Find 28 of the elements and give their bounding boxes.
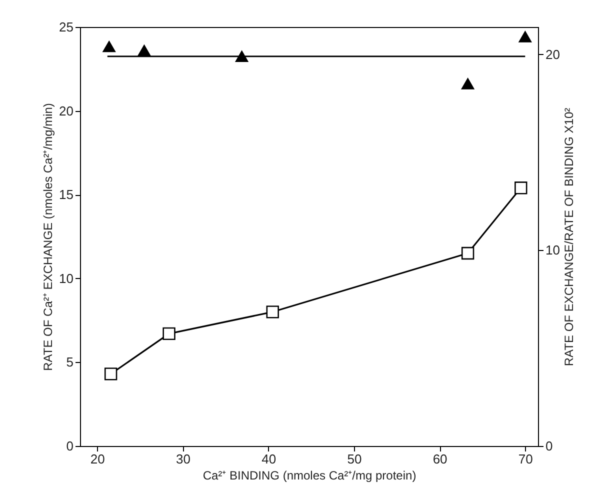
point — [461, 246, 474, 260]
x-tick-label: 60 — [432, 452, 448, 466]
point — [461, 78, 474, 90]
y-tick-label: 25 — [59, 20, 74, 34]
y-tick-label: 20 — [59, 103, 74, 118]
point — [104, 368, 118, 380]
point — [514, 182, 528, 194]
x-axis-title: Ca²⁺ BINDING (nmoles Ca²⁺/mg protein) — [202, 468, 416, 482]
y2-tick-label: 0 — [546, 438, 553, 454]
x-tick-label: 50 — [347, 452, 362, 466]
y-tick-label: 15 — [59, 187, 74, 202]
point — [266, 306, 279, 318]
x-tick-label: 20 — [90, 452, 105, 466]
point — [162, 327, 176, 340]
y-tick-label: 5 — [66, 354, 74, 370]
y-tick-label: 10 — [59, 270, 74, 286]
point — [235, 50, 248, 62]
x-tick-label: 70 — [518, 452, 533, 466]
y2-axis-title: RATE OF EXCHANGE/RATE OF BINDING X10² — [562, 108, 576, 366]
x-tick-label: 30 — [176, 452, 190, 466]
y2-tick-label: 10 — [546, 242, 560, 258]
y2-tick-label: 20 — [546, 46, 560, 62]
point — [518, 31, 532, 42]
y-tick-label: 0 — [66, 438, 74, 454]
point — [102, 40, 116, 52]
y-axis-title: RATE OF Ca²⁺ EXCHANGE (nmoles Ca²⁺/mg/min) — [41, 103, 56, 371]
x-tick-label: 40 — [262, 452, 276, 466]
point — [138, 44, 151, 56]
